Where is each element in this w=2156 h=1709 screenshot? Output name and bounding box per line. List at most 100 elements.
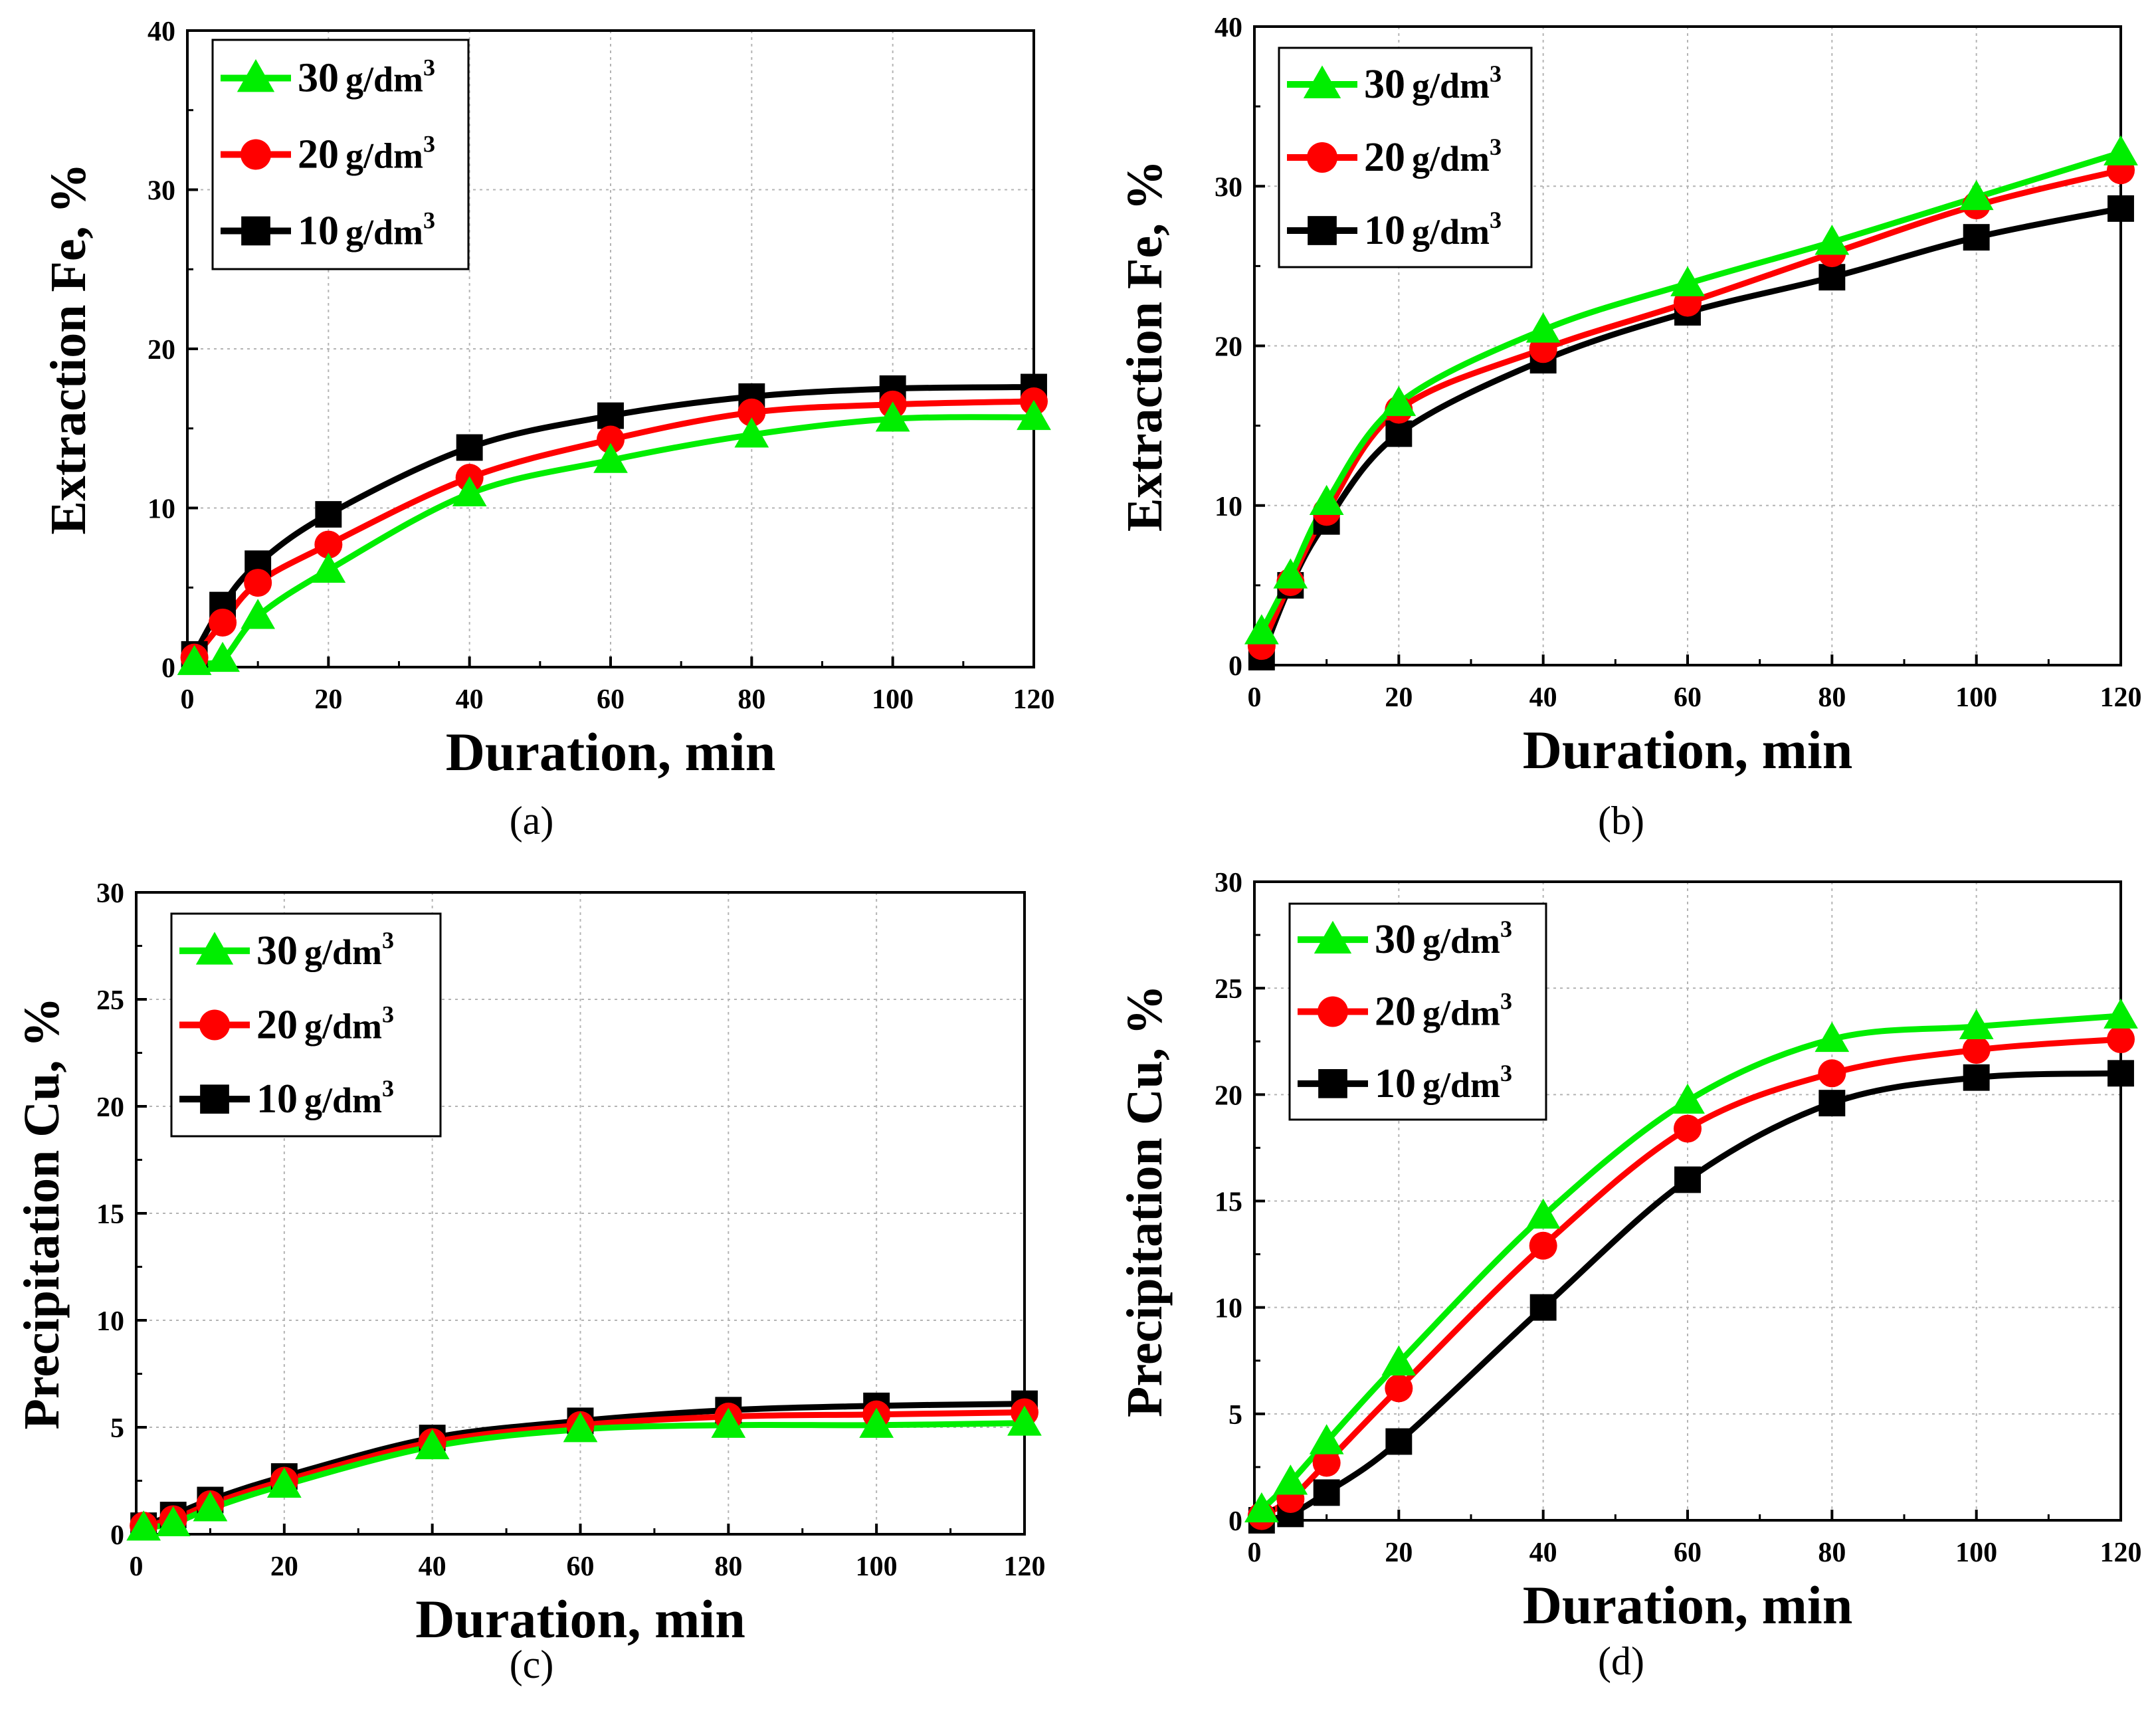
y-tick-label: 0 [161, 653, 175, 684]
legend-unit: g/dm [1422, 1065, 1500, 1105]
legend-marker [1318, 996, 1348, 1027]
data-point [1385, 1428, 1413, 1455]
x-tick-label: 100 [1955, 1538, 1997, 1568]
legend-unit: g/dm [1412, 139, 1490, 179]
y-tick-label: 10 [96, 1306, 124, 1337]
legend-marker [1314, 920, 1352, 954]
y-tick-label: 10 [1215, 1294, 1242, 1324]
legend-unit: g/dm [345, 60, 423, 100]
legend-num: 20 [1375, 989, 1416, 1035]
data-point [711, 1407, 746, 1438]
legend-label: 20 g/dm3 [298, 131, 435, 177]
x-tick-label: 80 [714, 1552, 742, 1582]
legend-superscript: 3 [1500, 988, 1512, 1015]
data-point [859, 1407, 894, 1438]
y-tick-label: 20 [96, 1092, 124, 1123]
legend-num: 20 [298, 132, 339, 177]
legend-superscript: 3 [382, 1001, 394, 1028]
y-axis-title: Precipitation Cu, % [1117, 985, 1173, 1417]
y-tick-label: 40 [147, 17, 175, 47]
y-tick-label: 20 [1215, 1080, 1242, 1111]
series-line [1258, 205, 2121, 658]
data-point [1309, 484, 1344, 516]
x-tick-label: 100 [872, 684, 914, 715]
legend-marker [195, 932, 234, 965]
data-point [1381, 385, 1417, 417]
legend-marker [1303, 65, 1341, 98]
data-point [1529, 1231, 1557, 1260]
x-tick-label: 40 [1529, 1538, 1557, 1568]
data-point [597, 402, 624, 429]
data-point [1959, 1009, 1994, 1039]
legend-label: 30 g/dm3 [1375, 916, 1512, 962]
y-tick-label: 30 [1215, 868, 1242, 898]
data-point [452, 476, 487, 507]
data-point [563, 1412, 598, 1443]
data-point [1814, 225, 1850, 255]
x-tick-label: 0 [130, 1552, 144, 1582]
data-point [2107, 1025, 2135, 1054]
panel-label: (d) [1598, 1639, 1644, 1683]
y-tick-label: 25 [1215, 974, 1242, 1005]
data-point [315, 501, 342, 528]
legend-superscript: 3 [423, 131, 435, 157]
legend-superscript: 3 [1490, 60, 1502, 87]
data-point [1244, 614, 1279, 645]
x-tick-label: 20 [1385, 1538, 1413, 1568]
legend-num: 30 [256, 928, 298, 973]
legend-unit: g/dm [345, 136, 423, 176]
legend-marker [1307, 142, 1337, 173]
data-point [1385, 420, 1413, 447]
legend-marker [199, 1009, 230, 1041]
legend-unit: g/dm [1422, 993, 1500, 1033]
legend-num: 30 [1375, 917, 1416, 962]
data-point [193, 1491, 228, 1522]
x-tick-label: 40 [1529, 682, 1557, 713]
data-point [1959, 179, 1994, 211]
chart-panel-3: 0 20 40 60 80 100 120 0 5 10 15 20 25 30 Duration, min… [14, 878, 1046, 1686]
legend-label: 30 g/dm3 [256, 927, 394, 973]
legend-unit: g/dm [304, 1080, 382, 1120]
y-tick-label: 0 [1228, 651, 1242, 682]
data-point [209, 608, 237, 637]
data-point [1674, 1114, 1702, 1143]
legend-superscript: 3 [423, 54, 435, 81]
legend-num: 30 [1364, 62, 1405, 107]
y-tick-label: 15 [1215, 1187, 1242, 1218]
legend-unit: g/dm [1412, 212, 1490, 252]
data-point [1814, 1021, 1850, 1053]
x-tick-label: 40 [456, 684, 484, 715]
legend-superscript: 3 [1490, 134, 1502, 160]
data-point [1385, 1374, 1413, 1403]
data-point [415, 1429, 450, 1460]
y-axis-title: Extraction Fe, % [41, 163, 96, 534]
legend-unit: g/dm [345, 213, 423, 252]
data-point [593, 443, 628, 473]
chart-panel-1: 0 20 40 60 80 100 120 0 10 20 30 40 Duration, min Ext… [41, 17, 1055, 843]
data-point [1670, 1083, 1705, 1114]
y-tick-label: 25 [96, 985, 124, 1016]
x-tick-label: 80 [1818, 1538, 1846, 1568]
y-tick-label: 10 [147, 494, 175, 525]
data-point [1529, 1294, 1557, 1321]
legend-marker [1308, 216, 1337, 245]
x-tick-label: 80 [737, 684, 765, 715]
data-point [1818, 264, 1846, 291]
data-point [1962, 1036, 1991, 1064]
legend-num: 20 [1364, 135, 1405, 180]
x-tick-label: 60 [567, 1552, 595, 1582]
x-axis-title: Duration, min [1523, 720, 1853, 780]
data-point [1818, 1090, 1846, 1117]
data-point [1017, 399, 1051, 431]
data-point [266, 1467, 302, 1498]
data-point [1525, 1198, 1561, 1229]
legend-label: 10 g/dm3 [256, 1075, 394, 1122]
legend-superscript: 3 [382, 1075, 394, 1102]
y-tick-label: 30 [1215, 172, 1242, 203]
legend-superscript: 3 [382, 927, 394, 954]
x-tick-label: 120 [2100, 682, 2142, 713]
data-point [1273, 558, 1308, 589]
data-point [734, 417, 769, 448]
legend-label: 30 g/dm3 [1364, 60, 1502, 107]
